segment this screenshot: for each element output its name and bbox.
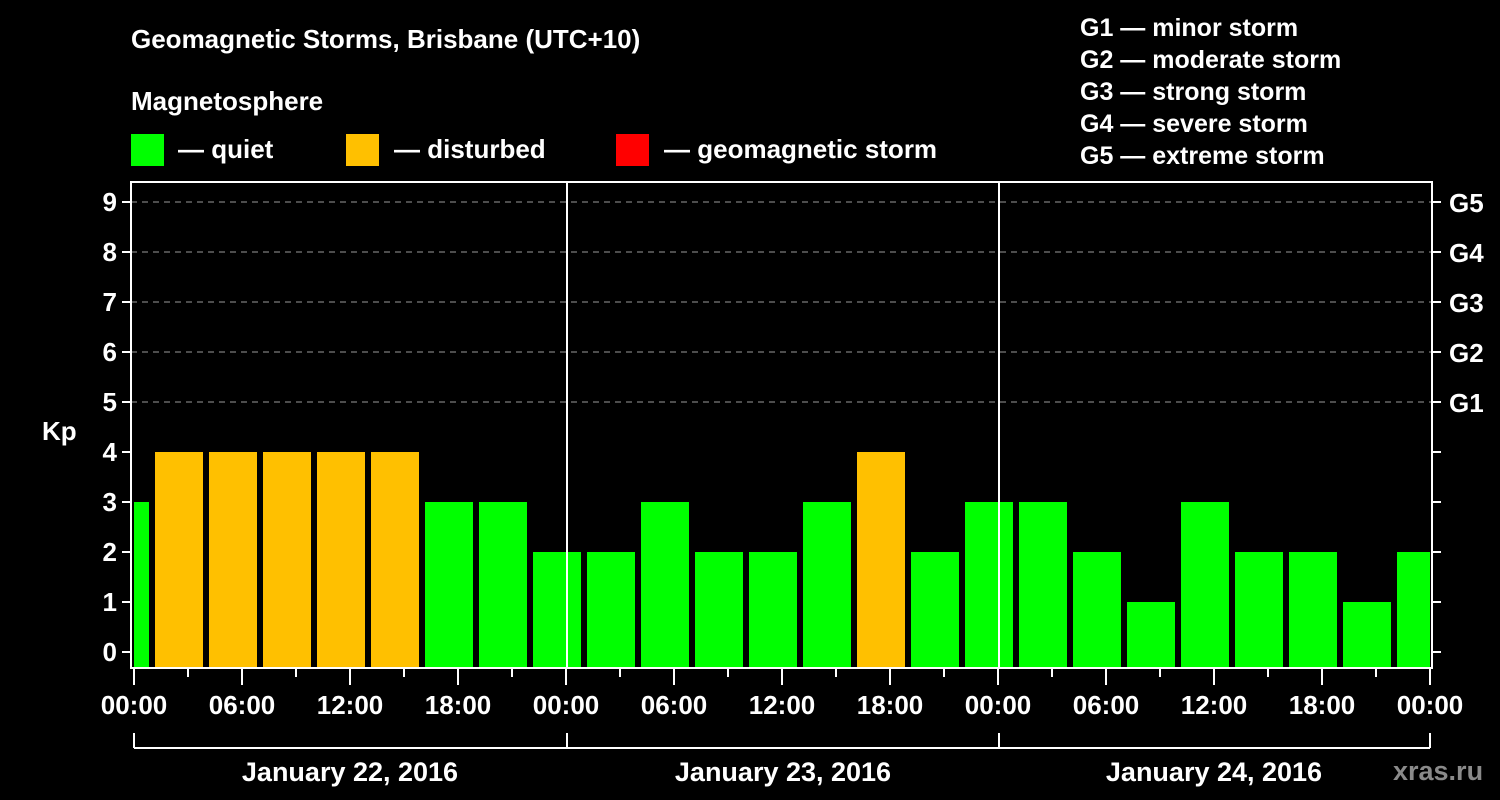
kp-bar [695, 552, 743, 668]
kp-bar [587, 552, 635, 668]
kp-bar [911, 552, 959, 668]
g-level-label: G2 [1449, 338, 1484, 368]
legend-swatch-quiet [131, 134, 164, 166]
kp-bar [857, 452, 905, 668]
y-tick-label: 0 [103, 637, 117, 667]
g-level-label: G1 [1449, 388, 1484, 418]
g-scale-g4: G4 — severe storm [1080, 110, 1308, 138]
g-scale-g2: G2 — moderate storm [1080, 46, 1342, 74]
legend-label-storm: — geomagnetic storm [664, 134, 938, 164]
g-level-label: G4 [1449, 238, 1484, 268]
x-tick-label: 06:00 [1073, 690, 1140, 720]
kp-bar [1127, 602, 1175, 668]
g-level-label: G3 [1449, 288, 1484, 318]
kp-bar [371, 452, 419, 668]
kp-bar [1289, 552, 1337, 668]
kp-bar [1397, 552, 1430, 668]
x-tick-label: 18:00 [425, 690, 492, 720]
kp-bar [803, 502, 851, 668]
legend-label-quiet: — quiet [178, 134, 274, 164]
legend-heading: Magnetosphere [131, 86, 324, 116]
day-label: January 23, 2016 [675, 757, 891, 787]
kp-bar [1343, 602, 1391, 668]
x-tick-label: 18:00 [1289, 690, 1356, 720]
x-tick-label: 06:00 [209, 690, 276, 720]
kp-bar [317, 452, 365, 668]
kp-bar [134, 502, 149, 668]
kp-bar [749, 552, 797, 668]
kp-bar [533, 552, 581, 668]
x-tick-label: 12:00 [1181, 690, 1248, 720]
y-tick-label: 7 [103, 287, 117, 317]
y-axis-label: Kp [42, 416, 77, 446]
kp-bar [425, 502, 473, 668]
x-tick-label: 00:00 [533, 690, 600, 720]
g-scale-g3: G3 — strong storm [1080, 78, 1307, 106]
kp-bar [479, 502, 527, 668]
x-tick-label: 00:00 [1397, 690, 1464, 720]
g-scale-g5: G5 — extreme storm [1080, 142, 1325, 170]
y-tick-label: 1 [103, 587, 117, 617]
x-tick-label: 12:00 [749, 690, 816, 720]
y-tick-label: 9 [103, 187, 117, 217]
g-scale-g1: G1 — minor storm [1080, 14, 1299, 42]
kp-bar [1181, 502, 1229, 668]
x-tick-label: 00:00 [101, 690, 168, 720]
kp-bar [1073, 552, 1121, 668]
y-tick-label: 4 [103, 437, 118, 467]
y-tick-label: 5 [103, 387, 117, 417]
y-tick-label: 8 [103, 237, 117, 267]
kp-bar [155, 452, 203, 668]
x-tick-label: 06:00 [641, 690, 708, 720]
x-tick-label: 00:00 [965, 690, 1032, 720]
y-tick-label: 2 [103, 537, 117, 567]
watermark: xras.ru [1393, 756, 1484, 786]
legend-label-disturbed: — disturbed [394, 134, 546, 164]
x-tick-label: 12:00 [317, 690, 384, 720]
kp-bar [641, 502, 689, 668]
legend-swatch-disturbed [346, 134, 379, 166]
kp-bar [263, 452, 311, 668]
chart-title: Geomagnetic Storms, Brisbane (UTC+10) [131, 24, 641, 54]
g-level-label: G5 [1449, 188, 1484, 218]
kp-bar [1235, 552, 1283, 668]
kp-bar [965, 502, 1013, 668]
kp-bar [1019, 502, 1067, 668]
legend-swatch-storm [616, 134, 649, 166]
x-tick-label: 18:00 [857, 690, 924, 720]
kp-bar [209, 452, 257, 668]
day-label: January 24, 2016 [1106, 757, 1322, 787]
day-label: January 22, 2016 [242, 757, 458, 787]
y-tick-label: 6 [103, 337, 117, 367]
y-tick-label: 3 [103, 487, 117, 517]
